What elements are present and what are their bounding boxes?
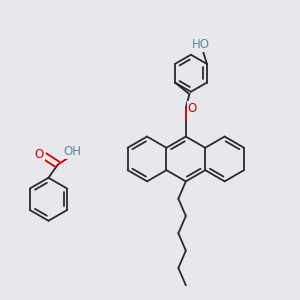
Text: HO: HO [192,38,210,51]
Text: OH: OH [64,145,82,158]
Text: O: O [188,102,197,115]
Text: O: O [34,148,44,161]
